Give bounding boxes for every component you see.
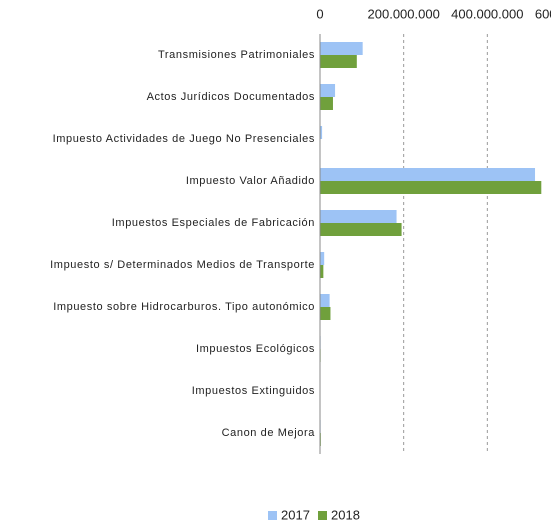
y-tick-label: Impuesto sobre Hidrocarburos. Tipo auton…: [53, 301, 315, 313]
y-tick-label: Transmisiones Patrimoniales: [158, 49, 315, 61]
y-tick-label: Impuestos Especiales de Fabricación: [112, 217, 315, 229]
bar: [320, 294, 330, 307]
bar: [320, 42, 363, 55]
y-tick-label: Impuesto Valor Añadido: [186, 175, 315, 187]
y-tick-label: Impuesto Actividades de Juego No Presenc…: [53, 133, 315, 145]
y-tick-label: Impuestos Extinguidos: [192, 385, 315, 397]
bar: [320, 168, 536, 181]
y-tick-label: Canon de Mejora: [222, 427, 316, 439]
bar: [320, 84, 336, 97]
bar: [320, 55, 357, 68]
bar: [320, 210, 397, 223]
bar: [320, 252, 325, 265]
legend-label: 2017: [281, 507, 310, 522]
bar: [320, 126, 323, 139]
bar: [320, 307, 331, 320]
bar: [320, 181, 542, 194]
y-tick-label: Impuesto s/ Determinados Medios de Trans…: [50, 259, 315, 271]
x-tick-label: 400.000.000: [451, 6, 523, 21]
bar: [320, 265, 324, 278]
bar: [320, 223, 402, 236]
bar: [320, 97, 333, 110]
x-tick-label: 200.000.000: [368, 6, 440, 21]
legend-swatch: [318, 511, 327, 520]
legend-swatch: [268, 511, 277, 520]
y-tick-label: Actos Jurídicos Documentados: [147, 91, 315, 103]
legend-label: 2018: [331, 507, 360, 522]
y-tick-label: Impuestos Ecológicos: [196, 343, 315, 355]
x-tick-label: 600.000.000: [535, 6, 551, 21]
x-tick-label: 0: [316, 6, 323, 21]
